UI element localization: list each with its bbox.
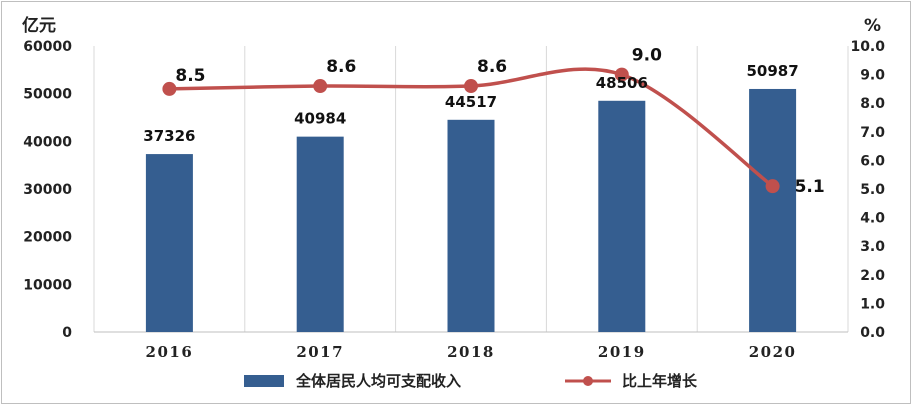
left-axis-tick-label: 10000	[23, 277, 72, 293]
right-axis-tick-label: 1.0	[860, 296, 885, 312]
x-axis-tick-label: 2019	[598, 343, 646, 361]
line-series	[162, 67, 780, 194]
growth-point	[162, 81, 177, 96]
growth-value-label: 9.0	[632, 46, 662, 66]
data-labels: 37326 40984 44517 48506 50987 8.5 8.6 8.6 9.0 5.1	[143, 46, 824, 198]
legend-line-marker	[583, 376, 593, 386]
legend: 全体居民人均可支配收入 比上年增长	[244, 372, 698, 390]
right-axis-tick-label: 0.0	[860, 325, 885, 341]
growth-point	[464, 79, 478, 94]
left-axis-tick-label: 50000	[23, 87, 72, 103]
right-axis-tick-label: 3.0	[860, 239, 885, 255]
right-axis-tick-label: 2.0	[860, 268, 885, 284]
left-axis-tick-label: 20000	[23, 230, 72, 246]
bar-series	[145, 88, 797, 333]
right-axis-tick-label: 10.0	[850, 39, 885, 55]
bar-value-label: 50987	[747, 62, 799, 80]
x-axis-tick-label: 2020	[749, 343, 797, 361]
growth-value-label: 8.6	[477, 57, 507, 77]
growth-value-label: 8.6	[326, 57, 356, 77]
income-bar	[598, 100, 646, 333]
income-bar	[145, 154, 193, 332]
right-axis-tick-label: 9.0	[860, 68, 885, 84]
left-axis-unit: 亿元	[22, 15, 56, 36]
legend-line-label: 比上年增长	[622, 372, 698, 390]
growth-point	[313, 79, 328, 94]
growth-value-label: 8.5	[175, 66, 205, 86]
right-axis-tick-label: 6.0	[860, 153, 885, 169]
right-axis-tick-label: 8.0	[860, 96, 885, 112]
income-bar	[749, 88, 797, 332]
growth-point	[614, 67, 629, 82]
left-axis-tick-label: 30000	[23, 182, 72, 198]
grid-lines	[93, 46, 849, 332]
growth-point	[765, 179, 780, 194]
x-axis-tick-label: 2017	[296, 343, 344, 361]
left-axis-tick-label: 40000	[23, 134, 72, 150]
axes: 0 10000 20000 30000 40000 50000 60000 0.0 1.0 2.0…	[23, 39, 885, 361]
bar-value-label: 44517	[445, 93, 497, 111]
legend-bar-label: 全体居民人均可支配收入	[295, 372, 461, 390]
left-axis-tick-label: 60000	[23, 39, 72, 55]
income-bar	[447, 119, 495, 332]
legend-bar-swatch	[244, 375, 284, 387]
right-axis-tick-label: 7.0	[860, 125, 885, 141]
growth-value-label: 5.1	[795, 177, 825, 197]
bar-value-label: 40984	[294, 110, 346, 128]
right-axis-tick-label: 4.0	[860, 211, 885, 227]
left-axis-tick-label: 0	[62, 325, 72, 341]
income-bar	[296, 136, 344, 332]
right-axis-tick-label: 5.0	[860, 182, 885, 198]
bar-value-label: 48506	[596, 74, 648, 92]
bar-value-label: 37326	[143, 127, 195, 145]
x-axis-tick-label: 2016	[146, 343, 194, 361]
x-axis-tick-label: 2018	[447, 343, 495, 361]
right-axis-unit: %	[864, 16, 881, 36]
